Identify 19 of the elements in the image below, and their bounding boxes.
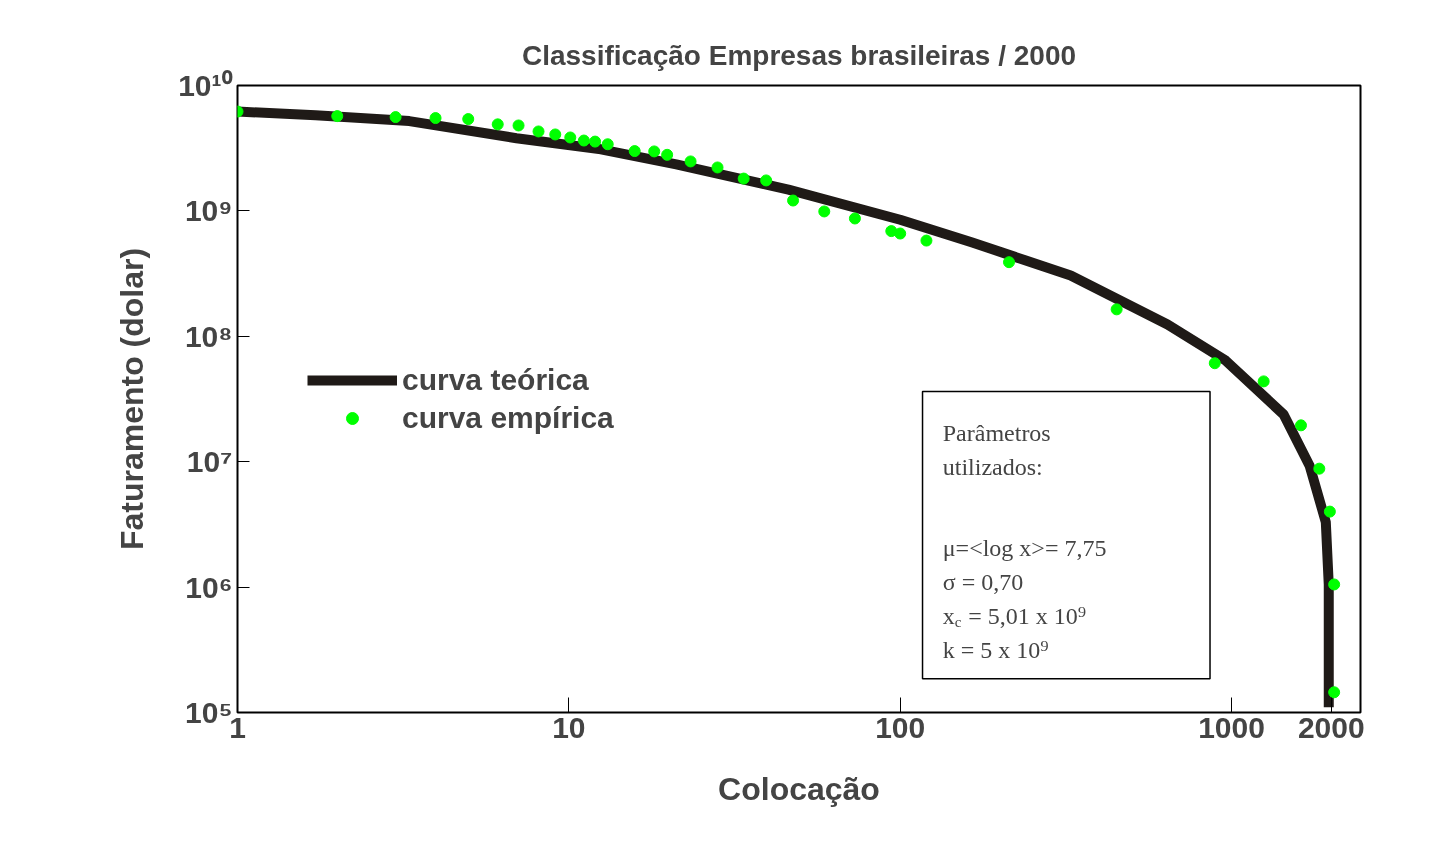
x-tick-label: 100 bbox=[875, 710, 926, 744]
annotation: σ = 0,70 bbox=[942, 569, 1024, 596]
chart-title: Classificação Empresas brasileiras / 2000 bbox=[521, 39, 1077, 71]
y-tick-label: 10⁹ bbox=[184, 194, 233, 228]
x-tick-label: 10 bbox=[552, 710, 586, 744]
annotation: Parâmetros bbox=[942, 420, 1051, 447]
annotation: utilizados: bbox=[942, 454, 1043, 481]
x-tick-label: 2000 bbox=[1297, 710, 1365, 744]
annotation: μ=<log x>= 7,75 bbox=[942, 535, 1107, 562]
y-tick-label: 10⁸ bbox=[184, 319, 233, 353]
x-tick-label: 1000 bbox=[1198, 710, 1265, 744]
y-tick-label: 10⁶ bbox=[185, 570, 233, 604]
y-tick-label: 10¹⁰ bbox=[178, 69, 233, 102]
y-tick-label: 10⁷ bbox=[186, 445, 233, 479]
y-axis-title: Faturamento (dolar) bbox=[114, 247, 151, 551]
legend-label: curva empírica bbox=[402, 400, 614, 435]
x-axis-title: Colocação bbox=[718, 770, 880, 807]
legend-label: curva teórica bbox=[402, 362, 589, 397]
annotation: k = 5 x 10⁹ bbox=[942, 636, 1049, 663]
